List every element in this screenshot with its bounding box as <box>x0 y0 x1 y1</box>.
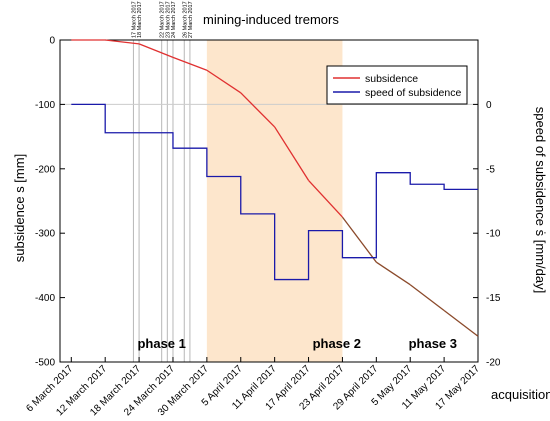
speed-step-line <box>71 103 478 281</box>
legend-box <box>326 65 468 105</box>
highlight-layer <box>206 40 343 362</box>
subsidence-segment <box>105 39 140 45</box>
subsidence-segment <box>172 56 208 71</box>
tremor-date-label: 27 March 2017 <box>188 1 194 38</box>
y-left-tick-label: -100 <box>35 100 55 111</box>
subsidence-segment <box>138 43 174 58</box>
tremor-layer: 17 March 2017 18 March 2017 22 March 2017 2… <box>131 1 194 362</box>
series-layer <box>71 39 479 337</box>
subsidence-segment <box>409 284 445 311</box>
tremor-date-label: 17 March 2017 <box>131 1 137 38</box>
phase-layer: phase 1 phase 2 phase 3 <box>137 336 457 351</box>
chart-title: mining-induced tremors <box>203 12 339 27</box>
subsidence-segment <box>206 69 242 94</box>
legend: subsidence speed of subsidence <box>326 65 468 105</box>
y-left-tick-label: -200 <box>35 164 55 175</box>
legend-label-subsidence: subsidence <box>365 73 418 85</box>
y-right-tick-label: -15 <box>486 293 501 304</box>
plot-frame <box>59 39 479 363</box>
subsidence-segment <box>375 261 411 286</box>
tremor-date-label: 23 March 2017 <box>165 1 171 38</box>
subsidence-segment <box>308 179 343 218</box>
phase-label: phase 1 <box>137 336 185 351</box>
subsidence-segment <box>341 216 377 263</box>
subsidence-segment <box>240 92 276 128</box>
tremor-date-label: 22 March 2017 <box>160 1 166 38</box>
x-axis-title: acquisition <box>491 387 550 402</box>
y-axis-left-title: subsidence s [mm] <box>12 154 27 262</box>
y-left-tick-label: -500 <box>35 358 55 369</box>
subsidence-segment <box>443 309 479 337</box>
phase-label: phase 3 <box>409 336 457 351</box>
legend-label-speed: speed of subsidence <box>365 87 461 99</box>
phase-2-highlight <box>206 40 343 362</box>
y-right-tick-label: -5 <box>486 164 495 175</box>
y-right-tick-label: -10 <box>486 229 501 240</box>
y-left-tick-label: -400 <box>35 293 55 304</box>
y-axis-right-title: speed of subsidence ṡ [mm/day] <box>533 107 548 293</box>
y-right-tick-label: -20 <box>486 358 501 369</box>
tremor-date-label: 18 March 2017 <box>137 1 143 38</box>
y-left-tick-label: 0 <box>49 36 55 47</box>
y-right-tick-label: 0 <box>486 100 492 111</box>
tremor-date-label: 26 March 2017 <box>182 1 188 38</box>
phase-label: phase 2 <box>313 336 361 351</box>
tremor-date-label: 24 March 2017 <box>171 1 177 38</box>
subsidence-segment <box>274 126 310 181</box>
y-left-tick-label: -300 <box>35 229 55 240</box>
